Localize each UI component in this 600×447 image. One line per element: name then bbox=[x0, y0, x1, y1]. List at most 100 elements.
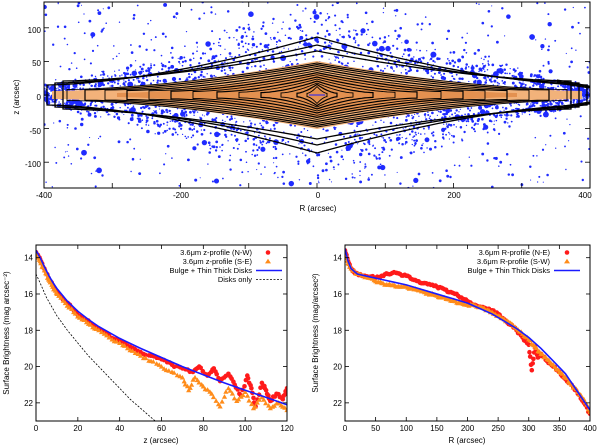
galaxy-point bbox=[522, 81, 524, 83]
galaxy-point bbox=[493, 156, 496, 160]
galaxy-point bbox=[87, 111, 90, 113]
galaxy-point bbox=[248, 11, 254, 17]
galaxy-point bbox=[129, 138, 132, 141]
galaxy-point bbox=[408, 133, 411, 136]
galaxy-point bbox=[90, 84, 93, 87]
z-profile-xtick-label: 80 bbox=[199, 424, 208, 433]
top-ytick-label: 50 bbox=[32, 59, 41, 68]
galaxy-point bbox=[402, 53, 405, 55]
galaxy-point bbox=[165, 153, 167, 155]
galaxy-point bbox=[461, 36, 464, 39]
galaxy-point bbox=[63, 156, 66, 159]
galaxy-point bbox=[237, 43, 240, 47]
galaxy-point bbox=[299, 38, 301, 41]
galaxy-point bbox=[445, 169, 448, 172]
galaxy-point bbox=[488, 78, 492, 82]
galaxy-point bbox=[445, 37, 449, 41]
galaxy-point bbox=[187, 72, 191, 76]
galaxy-point bbox=[99, 74, 102, 76]
galaxy-point bbox=[434, 145, 437, 149]
galaxy-point bbox=[471, 120, 474, 123]
galaxy-point bbox=[417, 132, 420, 134]
galaxy-point bbox=[164, 35, 167, 38]
galaxy-point bbox=[118, 52, 120, 55]
galaxy-point bbox=[445, 108, 451, 114]
galaxy-point bbox=[150, 64, 152, 67]
galaxy-point bbox=[376, 65, 380, 68]
galaxy-point bbox=[414, 143, 417, 146]
galaxy-point bbox=[211, 30, 214, 33]
galaxy-point bbox=[382, 70, 385, 72]
galaxy-point bbox=[245, 150, 247, 153]
galaxy-point bbox=[478, 105, 483, 110]
galaxy-point bbox=[516, 115, 519, 118]
galaxy-point bbox=[562, 131, 566, 135]
galaxy-point bbox=[505, 112, 509, 115]
galaxy-point bbox=[235, 120, 238, 123]
galaxy-point bbox=[223, 29, 226, 32]
galaxy-point bbox=[342, 56, 344, 59]
galaxy-point bbox=[241, 70, 245, 74]
galaxy-point bbox=[260, 173, 262, 175]
galaxy-point bbox=[79, 112, 82, 115]
galaxy-point bbox=[176, 107, 179, 110]
galaxy-point bbox=[329, 45, 332, 48]
galaxy-point bbox=[93, 156, 97, 160]
galaxy-point bbox=[403, 48, 407, 52]
galaxy-point bbox=[477, 48, 480, 52]
galaxy-point bbox=[166, 129, 168, 132]
z-profile-xtick-label: 100 bbox=[238, 424, 252, 433]
galaxy-point bbox=[502, 106, 504, 109]
galaxy-point bbox=[131, 157, 135, 161]
r-profile-xtick-label: 0 bbox=[343, 424, 348, 433]
galaxy-point bbox=[548, 69, 553, 74]
galaxy-point bbox=[281, 153, 284, 156]
galaxy-point bbox=[95, 170, 97, 172]
galaxy-point bbox=[388, 136, 391, 139]
galaxy-point bbox=[438, 71, 441, 74]
galaxy-point bbox=[542, 64, 545, 67]
galaxy-point bbox=[97, 81, 101, 85]
galaxy-point bbox=[384, 67, 386, 70]
galaxy-point bbox=[423, 151, 425, 154]
z-profile-data-triangle bbox=[200, 383, 206, 389]
galaxy-point bbox=[217, 41, 220, 44]
galaxy-point bbox=[147, 124, 150, 126]
galaxy-point bbox=[124, 75, 127, 78]
galaxy-point bbox=[352, 159, 355, 162]
galaxy-point bbox=[474, 79, 477, 82]
z-profile-data-triangle bbox=[96, 327, 102, 333]
galaxy-point bbox=[210, 6, 213, 9]
galaxy-point bbox=[179, 63, 181, 65]
galaxy-point bbox=[219, 146, 221, 148]
galaxy-point bbox=[163, 130, 167, 133]
galaxy-point bbox=[581, 95, 583, 97]
galaxy-point bbox=[567, 87, 570, 90]
galaxy-point bbox=[44, 13, 48, 17]
galaxy-point bbox=[94, 83, 97, 86]
galaxy-point bbox=[451, 75, 454, 78]
galaxy-point bbox=[260, 124, 263, 127]
z-profile-data-triangle bbox=[129, 348, 136, 353]
galaxy-point bbox=[298, 138, 301, 140]
galaxy-point bbox=[191, 128, 194, 131]
galaxy-point bbox=[221, 149, 223, 152]
galaxy-point bbox=[483, 124, 489, 130]
galaxy-point bbox=[447, 123, 451, 126]
galaxy-point bbox=[193, 76, 197, 80]
galaxy-point bbox=[432, 131, 435, 134]
galaxy-point bbox=[261, 126, 265, 129]
galaxy-point bbox=[270, 39, 272, 41]
z-profile-data-triangle bbox=[138, 353, 144, 358]
z-profile-data-triangle bbox=[223, 389, 229, 394]
galaxy-point bbox=[539, 83, 545, 90]
galaxy-point bbox=[502, 82, 505, 85]
galaxy-point bbox=[534, 136, 537, 139]
galaxy-point bbox=[171, 133, 175, 136]
galaxy-point bbox=[327, 32, 331, 36]
galaxy-point bbox=[431, 111, 434, 115]
galaxy-point bbox=[156, 75, 159, 78]
galaxy-point bbox=[86, 110, 88, 113]
galaxy-point bbox=[352, 37, 356, 40]
z-profile-data-triangle bbox=[143, 355, 149, 361]
